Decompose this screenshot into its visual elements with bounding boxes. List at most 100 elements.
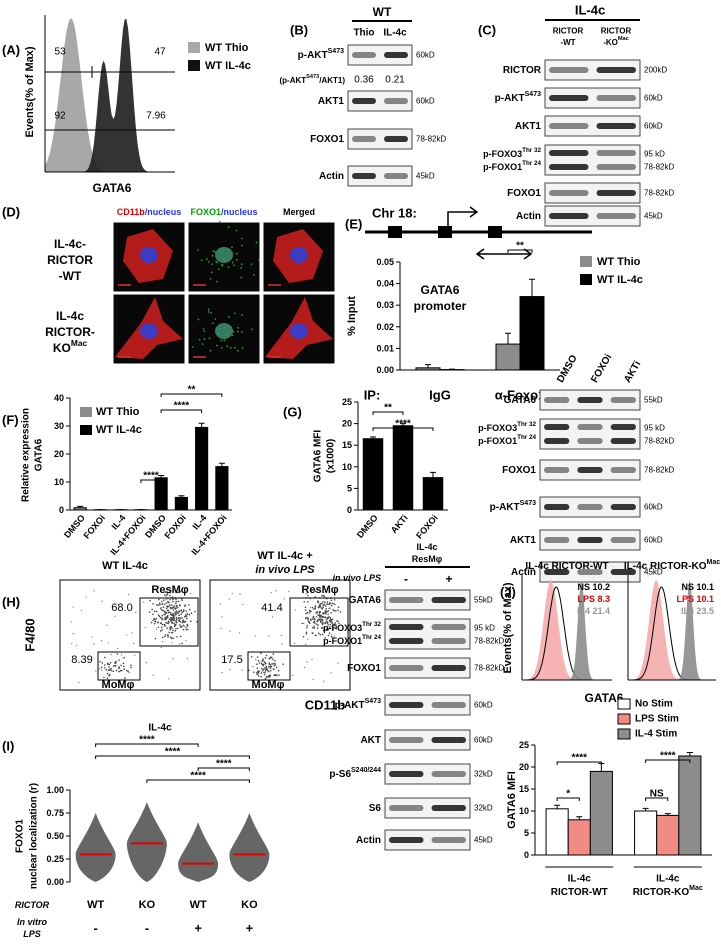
event-dot	[176, 635, 178, 638]
label: Actin	[516, 211, 541, 222]
event-dot	[132, 642, 135, 645]
event-dot	[256, 667, 259, 669]
event-dot	[151, 608, 154, 611]
gate	[97, 651, 141, 681]
nucleus	[290, 323, 308, 339]
stain-dot	[207, 310, 210, 313]
legend-swatch	[80, 425, 92, 435]
tss-arrow	[447, 206, 479, 232]
stain-dot	[196, 249, 199, 251]
event-dot	[157, 621, 160, 624]
stain-dot	[203, 338, 206, 340]
significance-label: ****	[174, 401, 190, 412]
blot-frame	[544, 115, 641, 137]
y-tick-label: 0	[524, 850, 529, 860]
y-tick-label: 20	[519, 762, 529, 772]
legend-swatch	[80, 407, 92, 417]
event-dot	[166, 616, 169, 619]
event-dot	[194, 610, 196, 613]
label: AKTi	[622, 359, 643, 385]
event-dot	[269, 663, 271, 666]
x-tick-label: WT	[87, 899, 104, 911]
label-part: RICTOR	[503, 65, 542, 76]
event-dot	[267, 665, 270, 668]
event-dot	[337, 609, 339, 612]
event-dot	[91, 636, 93, 638]
blot-band	[389, 805, 424, 811]
event-dot	[162, 606, 165, 608]
event-dot	[257, 673, 259, 675]
event-dot	[258, 662, 261, 664]
label: 60kD	[644, 503, 663, 512]
label: 45kD	[644, 212, 663, 221]
superscript: S473	[520, 500, 536, 507]
event-dot	[157, 604, 160, 607]
event-dot	[186, 617, 188, 620]
error-bar	[529, 278, 535, 297]
histogram	[628, 580, 716, 680]
label: IP:	[364, 388, 381, 403]
event-dot	[177, 606, 179, 609]
event-dot	[277, 669, 280, 672]
event-dot	[327, 603, 329, 605]
stain-dot	[220, 346, 223, 349]
event-dot	[161, 618, 164, 620]
event-dot	[305, 626, 308, 629]
blot-frame	[544, 205, 641, 227]
y-tick-label: 10	[342, 462, 352, 472]
event-dot	[181, 642, 183, 645]
blot-band	[549, 95, 589, 101]
event-dot	[257, 671, 260, 674]
event-dot	[324, 637, 326, 639]
x-tick-label: RICTOR-KOMac	[633, 885, 703, 898]
blot-band	[610, 438, 636, 444]
event-dot	[171, 604, 173, 606]
event-dot	[87, 658, 89, 660]
event-dot	[171, 627, 173, 629]
event-dot	[305, 631, 308, 634]
exon	[388, 226, 402, 238]
event-dot	[126, 634, 128, 636]
event-dot	[312, 678, 314, 681]
label: 68.0	[111, 602, 132, 614]
event-dot	[303, 666, 306, 669]
stain-dot	[211, 263, 213, 266]
event-dot	[116, 653, 118, 655]
event-dot	[260, 672, 263, 674]
stain-dot	[216, 280, 218, 283]
blot-band	[389, 665, 424, 671]
event-dot	[106, 677, 109, 679]
event-dot	[313, 608, 315, 610]
bar	[215, 466, 229, 511]
label: 32kD	[474, 804, 493, 813]
significance-label: ****	[139, 735, 155, 746]
event-dot	[177, 617, 179, 620]
histogram	[45, 18, 175, 173]
label: RICTOR-	[45, 325, 95, 339]
y-tick-label: 0.50	[46, 831, 64, 841]
y-tick-label: 0.25	[46, 854, 64, 864]
label: 45kD	[416, 172, 435, 181]
event-dot	[317, 624, 319, 627]
legend-label: WT IL-4c	[205, 60, 251, 72]
label: p-AKTS473	[298, 48, 344, 61]
label-part: /nucleus	[221, 207, 258, 217]
event-dot	[160, 646, 163, 649]
event-dot	[228, 598, 230, 600]
axis-label: Relative expression	[21, 408, 32, 502]
blot-frame	[384, 729, 471, 751]
event-dot	[264, 657, 267, 659]
blot-band	[431, 837, 466, 843]
event-dot	[331, 621, 333, 623]
event-dot	[175, 618, 178, 621]
event-dot	[265, 665, 267, 668]
event-dot	[271, 681, 274, 683]
event-dot	[270, 665, 273, 668]
event-dot	[172, 609, 175, 611]
label-part: p-S6	[329, 769, 351, 780]
legend-label: WT IL-4c	[597, 274, 643, 286]
blot-band	[431, 805, 466, 811]
blot-band	[596, 123, 636, 129]
blot-band	[549, 150, 589, 156]
event-dot	[308, 611, 311, 614]
